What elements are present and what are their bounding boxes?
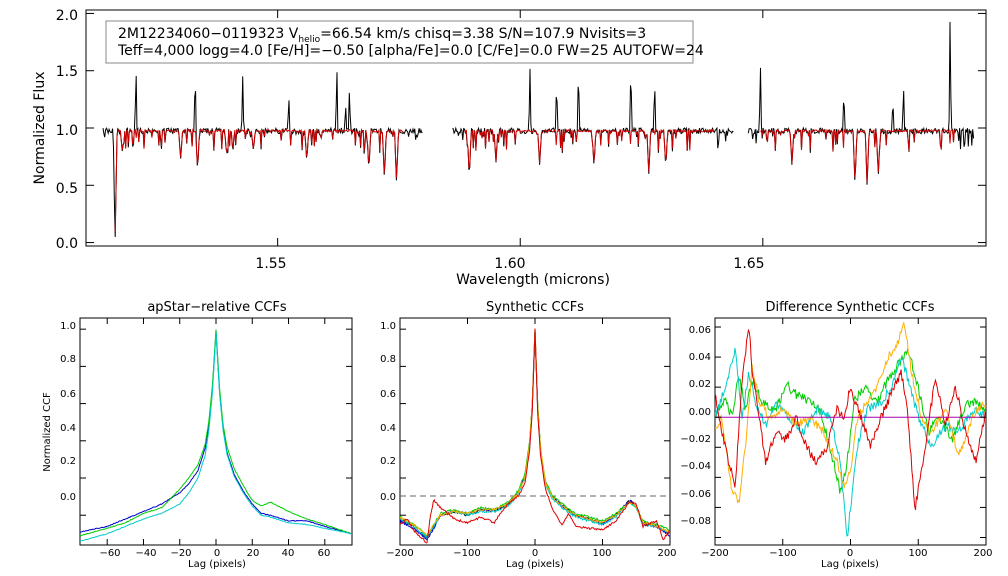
y-tick-label: −0.06 <box>680 489 711 500</box>
apstar-ticks <box>80 318 352 545</box>
x-tick-label: 200 <box>657 548 676 559</box>
synthetic-ccf-panel: Synthetic CCFs −200 −100 0 100 200 0.0 0… <box>380 300 676 570</box>
spectrum-x-axis-title: Wavelength (microns) <box>456 272 610 288</box>
synthetic-series-blue <box>400 329 670 541</box>
apstar-y-axis-title: Normalized CCF <box>42 392 53 472</box>
synthetic-ticks <box>399 318 671 545</box>
x-tick-label: −100 <box>453 548 480 559</box>
difference-series-cyan <box>715 347 986 537</box>
y-tick-label: 2.0 <box>56 8 78 24</box>
y-tick-label: −0.08 <box>680 516 711 527</box>
difference-ccf-panel: Difference Synthetic CCFs −200 −100 0 10… <box>680 300 992 570</box>
spectrum-tick-labels: 1.55 1.60 1.65 0.0 0.5 1.0 1.5 2.0 <box>56 8 765 272</box>
y-tick-label: −0.04 <box>680 461 711 472</box>
y-tick-label: 0.2 <box>60 456 76 467</box>
y-tick-label: 0.4 <box>60 423 76 434</box>
synthetic-series-red <box>400 328 670 544</box>
x-tick-label: 200 <box>973 548 992 559</box>
difference-series-orange <box>715 321 986 504</box>
synthetic-tick-labels: −200 −100 0 100 200 0.0 0.2 0.4 0.6 0.8 … <box>380 321 676 559</box>
x-tick-label: 0 <box>214 548 220 559</box>
y-tick-label: 0.06 <box>689 325 711 336</box>
annotation-line-2: Teff=4,000 logg=4.0 [Fe/H]=−0.50 [alpha/… <box>117 43 704 59</box>
synthetic-curves <box>400 328 670 544</box>
y-tick-label: 0.6 <box>380 389 396 400</box>
x-tick-label: 100 <box>592 548 611 559</box>
spectrum-curves <box>102 21 975 238</box>
apstar-curves <box>80 329 352 542</box>
spectrum-panel: 1.55 1.60 1.65 0.0 0.5 1.0 1.5 2.0 Wavel… <box>32 8 987 288</box>
y-tick-label: 0.2 <box>380 456 396 467</box>
fit-stats-label: =66.54 km/s chisq=3.38 S/N=107.9 Nvisits… <box>320 26 646 42</box>
difference-x-axis-title: Lag (pixels) <box>821 559 879 570</box>
y-tick-label: 0.00 <box>689 407 711 418</box>
y-tick-label: 0.6 <box>60 389 76 400</box>
x-tick-label: 1.55 <box>255 256 286 272</box>
synthetic-series-green <box>400 329 670 537</box>
y-tick-label: 0.0 <box>380 492 396 503</box>
x-tick-label: −20 <box>170 548 191 559</box>
x-tick-label: 0 <box>532 548 538 559</box>
y-tick-label: 0.5 <box>56 181 78 197</box>
y-tick-label: 1.0 <box>380 321 396 332</box>
synthetic-x-axis-title: Lag (pixels) <box>506 559 564 570</box>
y-tick-label: 0.0 <box>60 492 76 503</box>
velocity-subscript: helio <box>298 35 320 45</box>
y-tick-label: 0.04 <box>689 352 711 363</box>
x-tick-label: 0 <box>847 548 853 559</box>
synthetic-frame <box>399 317 671 546</box>
apstar-frame <box>79 317 353 546</box>
y-tick-label: 0.8 <box>60 354 76 365</box>
difference-series-red <box>715 328 986 511</box>
apstar-x-axis-title: Lag (pixels) <box>188 559 246 570</box>
x-tick-label: −40 <box>135 548 156 559</box>
synthetic-panel-title: Synthetic CCFs <box>486 300 584 315</box>
y-tick-label: 0.8 <box>380 354 396 365</box>
y-tick-label: 0.4 <box>380 423 396 434</box>
apstar-panel-title: apStar−relative CCFs <box>147 300 287 315</box>
apstar-series-visit-2 <box>80 329 352 537</box>
apstar-ccf-panel: apStar−relative CCFs −60 −40 −20 0 20 40… <box>42 300 353 570</box>
apstar-tick-labels: −60 −40 −20 0 20 40 60 0.0 0.2 0.4 0.6 0… <box>60 321 330 559</box>
apstar-series-visit-1 <box>80 330 352 535</box>
y-tick-label: −0.02 <box>680 434 711 445</box>
y-tick-label: 1.5 <box>56 64 78 80</box>
y-tick-label: 0.02 <box>689 379 711 390</box>
difference-series-green <box>715 348 986 494</box>
x-tick-label: 1.65 <box>733 256 764 272</box>
annotation-line-1: 2M12234060−0119323 Vhelio=66.54 km/s chi… <box>118 26 646 45</box>
annotation-box <box>105 20 694 64</box>
x-tick-label: −200 <box>386 548 413 559</box>
y-tick-label: 1.0 <box>60 321 76 332</box>
x-tick-label: −60 <box>99 548 120 559</box>
x-tick-label: 1.60 <box>494 256 525 272</box>
difference-ticks <box>714 318 987 545</box>
spectrum-ticks <box>86 10 986 246</box>
x-tick-label: 60 <box>318 548 331 559</box>
y-tick-label: 0.0 <box>56 236 78 252</box>
difference-curves <box>715 321 986 537</box>
difference-tick-labels: −200 −100 0 100 200 −0.08 −0.06 −0.04 −0… <box>680 325 992 559</box>
star-id-velocity-label: 2M12234060−0119323 V <box>118 26 299 42</box>
spectrum-y-axis-title: Normalized Flux <box>32 72 48 185</box>
synthetic-series-orange <box>400 328 670 536</box>
x-tick-label: −200 <box>701 548 728 559</box>
apstar-series-visit-3 <box>80 332 352 542</box>
spectrum-model-line <box>114 127 955 232</box>
x-tick-label: 20 <box>247 548 260 559</box>
x-tick-label: 40 <box>282 548 295 559</box>
x-tick-label: −100 <box>769 548 796 559</box>
y-tick-label: 1.0 <box>56 123 78 139</box>
x-tick-label: 100 <box>908 548 927 559</box>
difference-panel-title: Difference Synthetic CCFs <box>765 300 934 315</box>
